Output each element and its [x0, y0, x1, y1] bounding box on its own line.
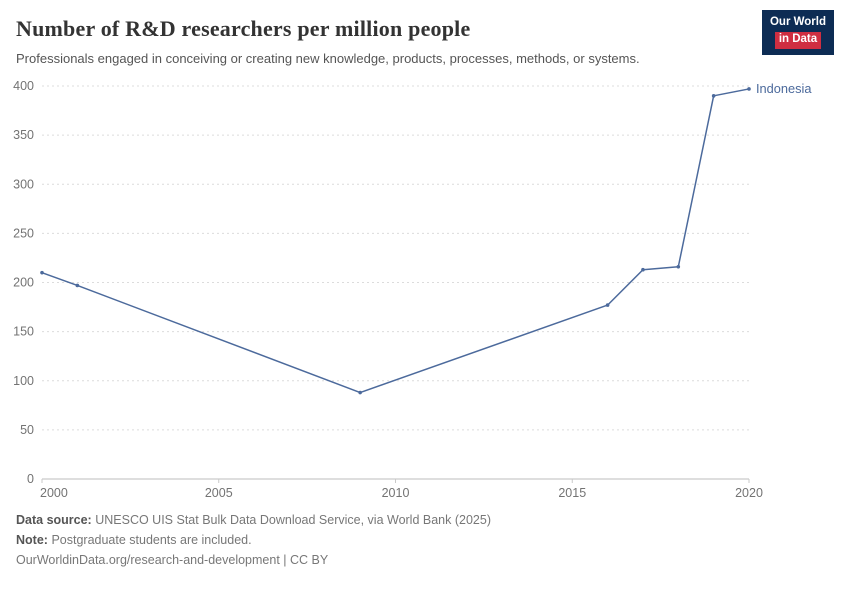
y-tick-label: 100: [13, 374, 34, 388]
data-source-text: UNESCO UIS Stat Bulk Data Download Servi…: [95, 513, 491, 527]
license-line: OurWorldinData.org/research-and-developm…: [16, 550, 834, 570]
page-title: Number of R&D researchers per million pe…: [16, 16, 471, 41]
data-point: [711, 94, 716, 98]
y-tick-label: 0: [27, 472, 34, 486]
y-tick-label: 350: [13, 128, 34, 142]
note-line: Note: Postgraduate students are included…: [16, 530, 834, 550]
y-tick-label: 400: [13, 79, 34, 93]
x-tick-label: 2005: [205, 486, 233, 500]
data-point: [605, 303, 610, 307]
y-tick-label: 250: [13, 226, 34, 240]
data-point: [75, 283, 80, 288]
chart-footer: Data source: UNESCO UIS Stat Bulk Data D…: [0, 504, 850, 570]
logo-line-1: Our World: [769, 16, 826, 28]
owid-logo: Our World in Data: [761, 10, 834, 55]
data-point: [676, 264, 681, 269]
x-tick-label: 2020: [735, 486, 763, 500]
logo-line-2: in Data: [774, 31, 822, 49]
note-text: Postgraduate students are included.: [51, 533, 252, 547]
line-chart[interactable]: 0 50 100 150 200 250 300 350 400 2000 2005 2010 2015…: [0, 74, 850, 504]
data-point: [641, 267, 645, 272]
data-point: [358, 390, 362, 395]
chart-area: 0 50 100 150 200 250 300 350 400 2000 2005 2010 2015…: [0, 74, 850, 504]
y-tick-label: 200: [13, 276, 34, 290]
x-tick-label: 2010: [382, 486, 410, 500]
x-tick-label: 2000: [40, 486, 68, 500]
owid-url-link[interactable]: OurWorldinData.org/research-and-developm…: [16, 553, 329, 567]
chart-subtitle: Professionals engaged in conceiving or c…: [16, 51, 640, 66]
chart-header: Number of R&D researchers per million pe…: [0, 0, 850, 66]
y-tick-label: 300: [13, 177, 34, 191]
data-point: [747, 87, 751, 91]
y-tick-label: 50: [20, 423, 34, 437]
entity-label: Indonesia: [756, 81, 812, 96]
note-label: Note:: [16, 533, 48, 547]
data-source-line: Data source: UNESCO UIS Stat Bulk Data D…: [16, 510, 834, 530]
y-tick-label: 150: [13, 325, 34, 339]
x-tick-label: 2015: [558, 486, 586, 500]
data-point: [40, 270, 44, 275]
data-source-label: Data source:: [16, 513, 92, 527]
series-line: [41, 88, 750, 394]
